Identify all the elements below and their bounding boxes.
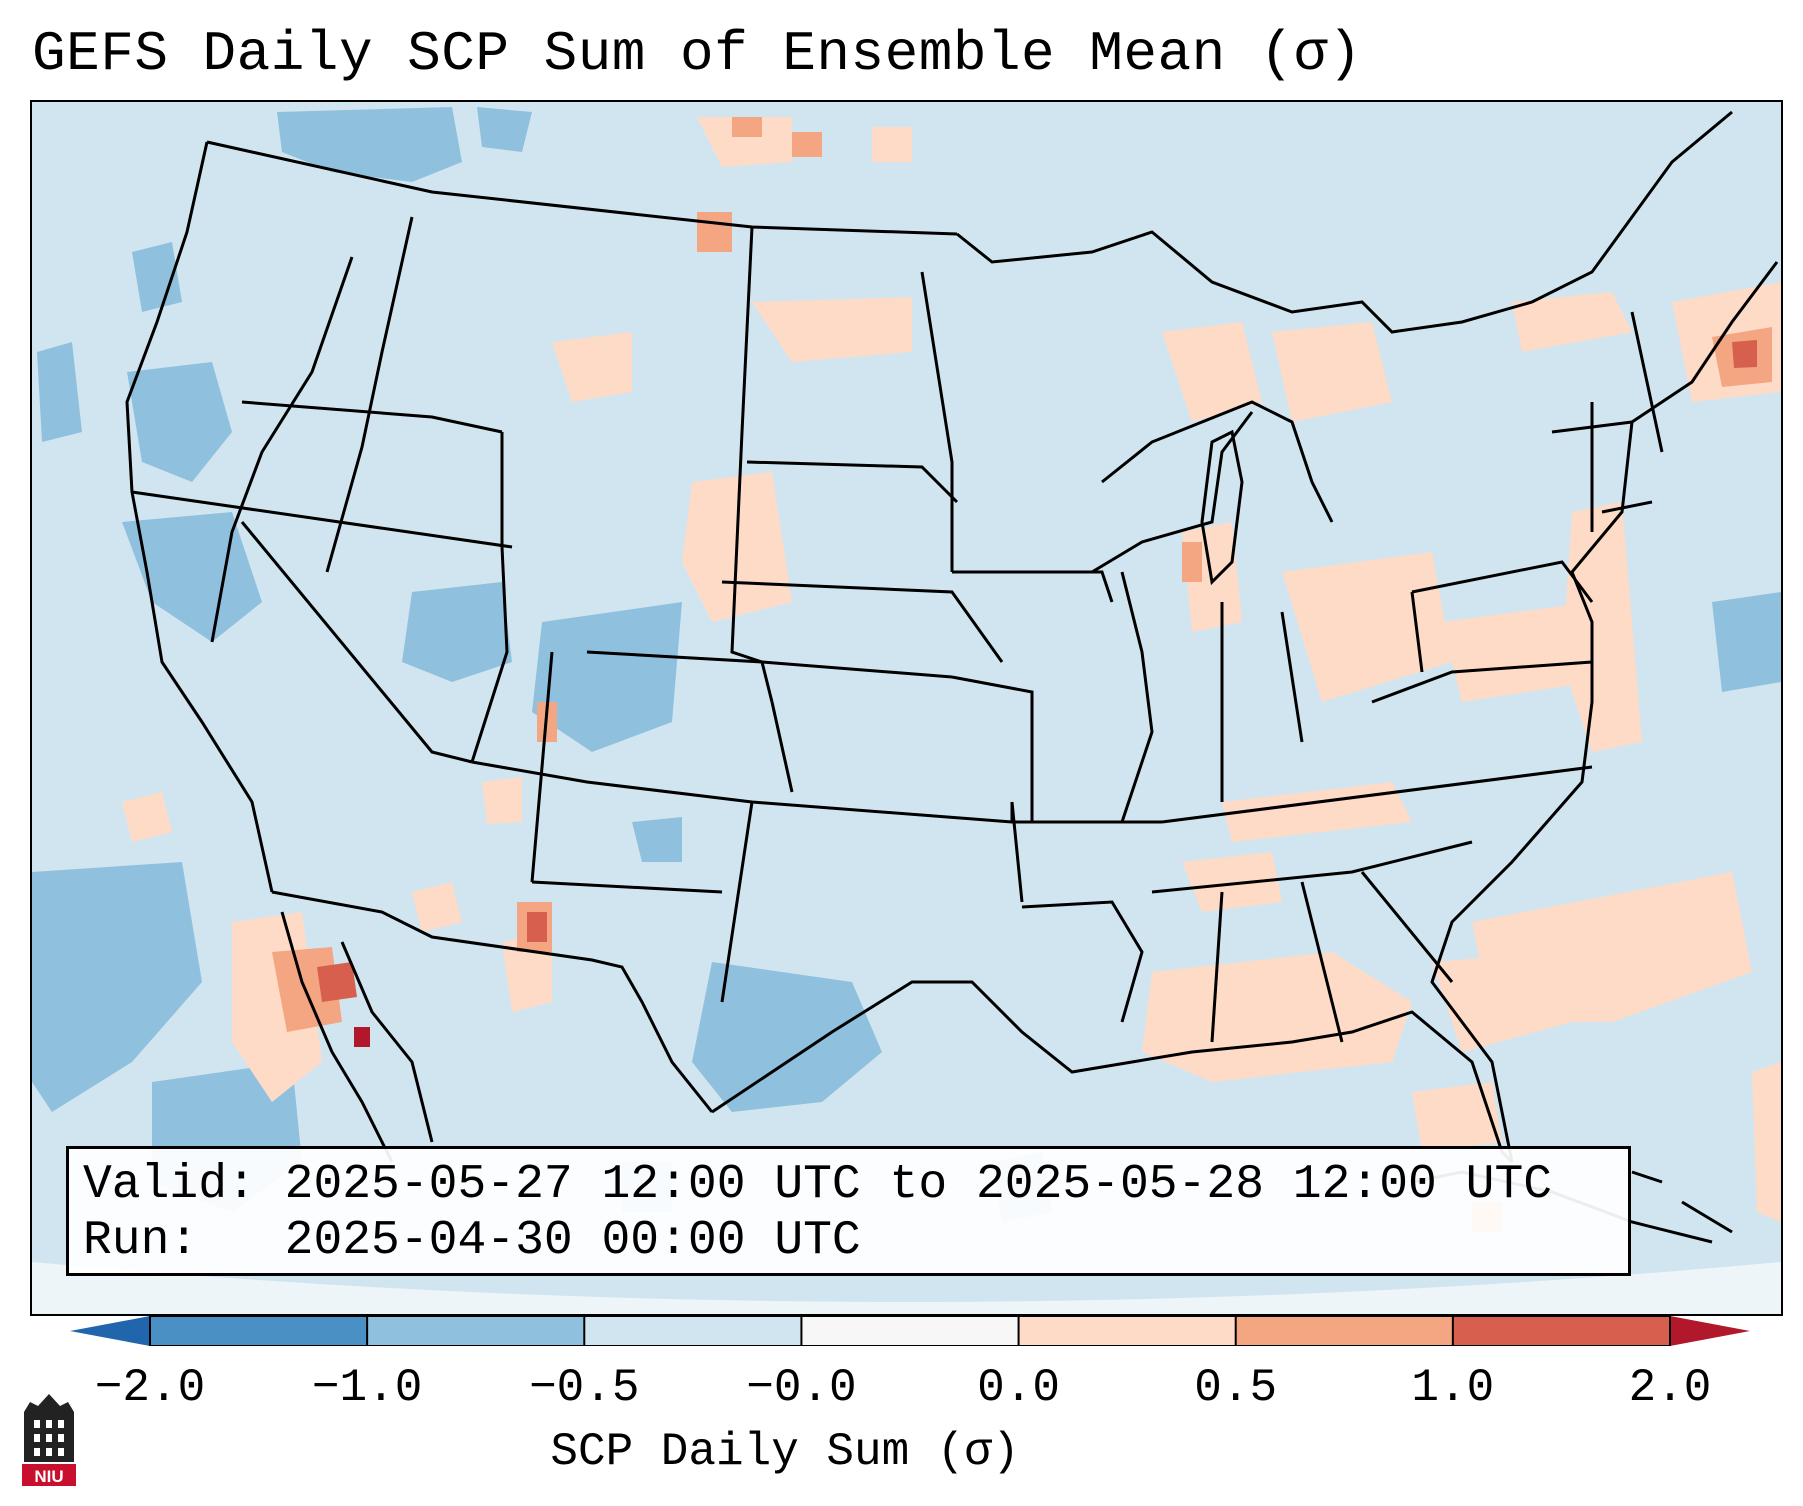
colorbar-tick-label: 1.0 (1411, 1362, 1495, 1414)
valid-run-info-box: Valid: 2025-05-27 12:00 UTC to 2025-05-2… (66, 1146, 1631, 1276)
colorbar-tick-label: −0.0 (746, 1362, 857, 1414)
colorbar-segment (584, 1316, 802, 1346)
colorbar (70, 1316, 1750, 1346)
run-value: 2025-04-30 00:00 UTC (284, 1214, 861, 1268)
colorbar-segment (1235, 1316, 1454, 1346)
colorbar-ticks (149, 1316, 1671, 1346)
negative-anomaly-areas (32, 107, 1781, 1222)
colorbar-tick-label: 2.0 (1628, 1362, 1712, 1414)
colorbar-segment (1452, 1316, 1671, 1346)
valid-row: Valid: 2025-05-27 12:00 UTC to 2025-05-2… (83, 1157, 1614, 1213)
colorbar-segment (1018, 1316, 1237, 1346)
colorbar-tick-label: 0.5 (1194, 1362, 1278, 1414)
colorbar-tick-label: 0.0 (977, 1362, 1060, 1414)
valid-value: 2025-05-27 12:00 UTC to 2025-05-28 12:00… (284, 1158, 1553, 1212)
colorbar-segment (801, 1316, 1020, 1346)
colorbar-segment (150, 1316, 368, 1346)
scp-map (32, 102, 1781, 1314)
valid-label: Valid: (83, 1158, 256, 1212)
colorbar-segments (150, 1316, 1671, 1346)
map-title: GEFS Daily SCP Sum of Ensemble Mean (σ) (32, 22, 1363, 86)
colorbar-tick-label: −0.5 (529, 1362, 640, 1414)
logo-text: NIU (34, 1467, 63, 1486)
colorbar-segment (367, 1316, 585, 1346)
colorbar-label: SCP Daily Sum (σ) (550, 1426, 1020, 1478)
extreme-positive-areas (354, 1027, 370, 1047)
colorbar-tick-label: −1.0 (311, 1362, 423, 1414)
colorbar-extend-low (70, 1316, 150, 1346)
run-row: Run: 2025-04-30 00:00 UTC (83, 1213, 1614, 1269)
university-tower-logo: NIU (22, 1394, 76, 1486)
strong-positive-areas (317, 340, 1757, 1002)
run-label: Run: (83, 1214, 199, 1268)
colorbar-tick-label: −2.0 (94, 1362, 206, 1414)
state-boundaries (125, 110, 1779, 1244)
map-panel (30, 100, 1783, 1316)
projection-edge (32, 1262, 1781, 1314)
colorbar-extend-high (1670, 1316, 1750, 1346)
